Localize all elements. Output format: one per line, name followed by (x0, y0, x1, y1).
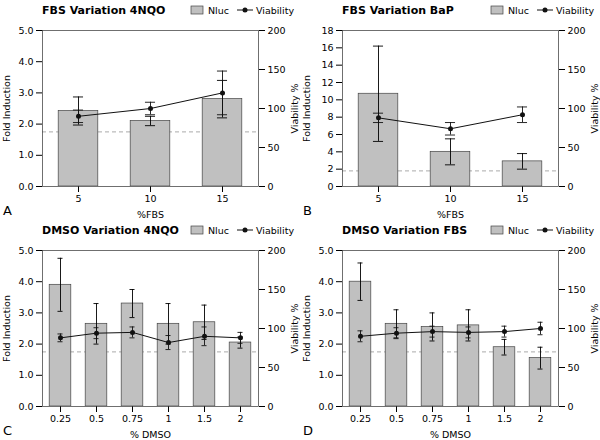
svg-text:0.0: 0.0 (18, 181, 33, 192)
svg-text:5: 5 (75, 193, 81, 204)
svg-text:2: 2 (237, 413, 243, 424)
svg-text:1.5: 1.5 (497, 413, 512, 424)
svg-text:Fold Induction: Fold Induction (1, 295, 12, 362)
svg-text:Viability %: Viability % (589, 83, 600, 133)
svg-text:200: 200 (568, 25, 586, 36)
svg-text:18: 18 (321, 25, 333, 36)
html-text:A: A (3, 203, 12, 218)
svg-text:50: 50 (568, 142, 580, 153)
html-text:C: C (3, 423, 13, 438)
svg-text:0: 0 (268, 401, 274, 412)
svg-text:%FBS: %FBS (137, 209, 164, 220)
svg-text:2: 2 (537, 413, 543, 424)
svg-text:3.0: 3.0 (318, 307, 333, 318)
svg-text:% DMSO: % DMSO (430, 429, 471, 440)
svg-text:3.0: 3.0 (18, 307, 33, 318)
svg-text:1: 1 (465, 413, 471, 424)
svg-text:1.0: 1.0 (18, 149, 33, 160)
svg-text:0: 0 (568, 401, 574, 412)
html-text:Nluc: Nluc (508, 224, 529, 236)
svg-text:1.0: 1.0 (318, 369, 333, 380)
svg-text:%FBS: %FBS (437, 209, 464, 220)
svg-text:Fold Induction: Fold Induction (1, 75, 12, 142)
svg-text:4.0: 4.0 (318, 276, 333, 287)
svg-text:15: 15 (516, 193, 528, 204)
svg-text:10: 10 (444, 193, 456, 204)
svg-text:100: 100 (568, 103, 586, 114)
svg-text:10: 10 (321, 94, 333, 105)
html-text:FBS Variation 4NQO: FBS Variation 4NQO (42, 3, 166, 17)
svg-text:4: 4 (327, 146, 333, 157)
svg-text:5: 5 (375, 193, 381, 204)
svg-text:2.0: 2.0 (318, 338, 333, 349)
svg-text:100: 100 (268, 103, 286, 114)
svg-text:0: 0 (327, 181, 333, 192)
svg-text:12: 12 (321, 77, 333, 88)
svg-text:2: 2 (327, 163, 333, 174)
svg-text:150: 150 (568, 64, 586, 75)
svg-text:Viability %: Viability % (289, 83, 300, 133)
html-text:Nluc: Nluc (508, 4, 529, 16)
svg-text:200: 200 (268, 245, 286, 256)
svg-text:4.0: 4.0 (18, 276, 33, 287)
svg-text:150: 150 (568, 284, 586, 295)
svg-text:2.0: 2.0 (18, 118, 33, 129)
html-text:Nluc: Nluc (208, 224, 229, 236)
svg-text:10: 10 (144, 193, 156, 204)
svg-text:0.5: 0.5 (389, 413, 404, 424)
svg-text:5.0: 5.0 (18, 25, 33, 36)
svg-text:Viability %: Viability % (589, 303, 600, 353)
html-text:DMSO Variation FBS: DMSO Variation FBS (342, 223, 468, 237)
svg-text:0: 0 (268, 181, 274, 192)
svg-text:5.0: 5.0 (18, 245, 33, 256)
svg-text:0.25: 0.25 (50, 413, 71, 424)
svg-text:0.75: 0.75 (122, 413, 143, 424)
svg-text:50: 50 (268, 142, 280, 153)
svg-text:200: 200 (568, 245, 586, 256)
svg-text:0.75: 0.75 (422, 413, 443, 424)
svg-text:100: 100 (268, 323, 286, 334)
svg-text:3.0: 3.0 (18, 87, 33, 98)
svg-text:0.0: 0.0 (318, 401, 333, 412)
svg-text:0.25: 0.25 (350, 413, 371, 424)
html-text:Nluc: Nluc (208, 4, 229, 16)
svg-text:100: 100 (568, 323, 586, 334)
svg-text:Fold Induction: Fold Induction (301, 75, 312, 142)
svg-text:Viability %: Viability % (289, 303, 300, 353)
svg-text:16: 16 (321, 42, 333, 53)
html-text:FBS Variation BaP: FBS Variation BaP (342, 3, 454, 17)
svg-text:Fold Induction: Fold Induction (301, 295, 312, 362)
svg-text:14: 14 (321, 59, 333, 70)
html-text:D: D (303, 423, 313, 438)
svg-text:1.5: 1.5 (197, 413, 212, 424)
svg-text:150: 150 (268, 64, 286, 75)
svg-text:50: 50 (568, 362, 580, 373)
svg-text:1: 1 (165, 413, 171, 424)
svg-text:15: 15 (216, 193, 228, 204)
svg-text:0.5: 0.5 (89, 413, 104, 424)
svg-text:50: 50 (268, 362, 280, 373)
html-text:Viability: Viability (256, 224, 294, 236)
html-text:Viability: Viability (556, 224, 594, 236)
html-text:B: B (303, 203, 312, 218)
html-text:Viability: Viability (556, 4, 594, 16)
svg-text:4.0: 4.0 (18, 56, 33, 67)
svg-text:150: 150 (268, 284, 286, 295)
svg-text:8: 8 (327, 111, 333, 122)
html-text:DMSO Variation 4NQO: DMSO Variation 4NQO (42, 223, 179, 237)
html-text:Viability: Viability (256, 4, 294, 16)
svg-text:6: 6 (327, 129, 333, 140)
svg-text:5.0: 5.0 (318, 245, 333, 256)
svg-text:0.0: 0.0 (18, 401, 33, 412)
svg-text:1.0: 1.0 (18, 369, 33, 380)
svg-text:200: 200 (268, 25, 286, 36)
svg-text:0: 0 (568, 181, 574, 192)
svg-text:2.0: 2.0 (18, 338, 33, 349)
svg-text:% DMSO: % DMSO (130, 429, 171, 440)
